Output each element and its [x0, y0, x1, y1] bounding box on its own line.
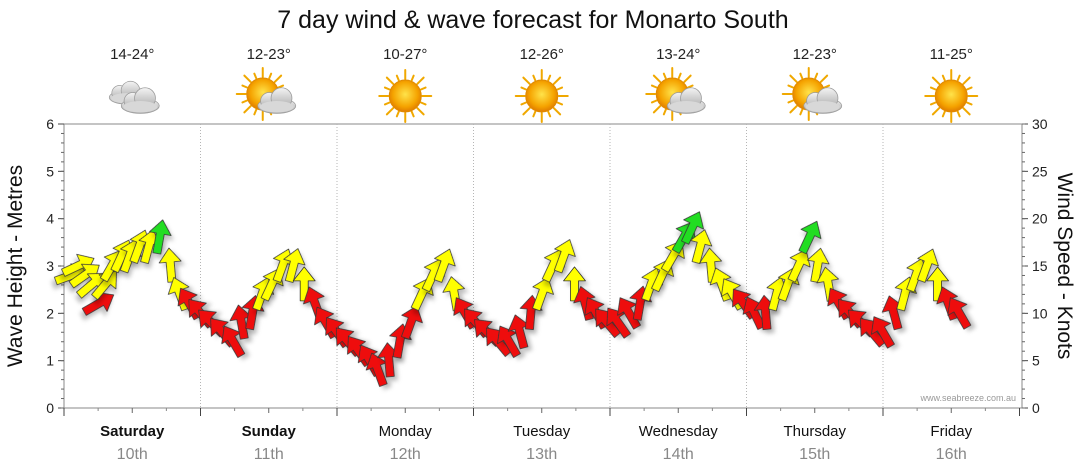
wind-arrow — [871, 316, 895, 349]
left-tick-label: 6 — [46, 116, 54, 132]
wind-arrow — [681, 211, 704, 245]
day-temp-range: 12-23° — [793, 46, 837, 63]
wind-arrow — [787, 249, 811, 283]
sun-cloud-icon — [645, 67, 706, 121]
day-temp-range: 12-23° — [247, 46, 291, 63]
day-date: 13th — [526, 446, 557, 463]
credit-text: www.seabreeze.com.au — [919, 393, 1016, 403]
right-tick-label: 0 — [1032, 400, 1040, 416]
day-date: 10th — [117, 446, 148, 463]
right-tick-label: 20 — [1032, 211, 1048, 227]
wind-arrow — [690, 229, 713, 264]
left-tick-label: 2 — [46, 305, 54, 321]
day-name: Saturday — [100, 423, 165, 440]
day-name: Monday — [379, 423, 433, 440]
day-date: 11th — [254, 446, 284, 463]
day-name: Thursday — [783, 423, 846, 440]
day-date: 14th — [663, 446, 694, 463]
sun-icon — [378, 69, 433, 123]
plot-area: 0 1 2 3 4 5 6 0 5 10 15 20 25 30 — [46, 116, 1048, 416]
wind-arrow — [798, 220, 822, 255]
wind-arrows — [53, 211, 972, 387]
y-axis-right-label: Wind Speed - Knots — [1053, 173, 1076, 360]
wind-arrow — [606, 307, 632, 339]
right-tick-label: 25 — [1032, 163, 1048, 179]
right-axis: 0 5 10 15 20 25 30 — [1022, 116, 1048, 416]
wind-arrow — [283, 248, 306, 283]
plot-frame — [63, 123, 1023, 409]
wind-arrow — [433, 248, 456, 283]
day-headers: 14-24° 12-23° 10-27° 12-26° 13-24° 12-23° 11-2… — [108, 46, 979, 123]
left-tick-label: 5 — [46, 163, 54, 179]
left-tick-label: 3 — [46, 258, 54, 274]
sun-cloud-icon — [235, 67, 297, 121]
wind-arrow — [158, 247, 182, 283]
day-date: 16th — [936, 446, 967, 463]
wind-arrow — [497, 325, 521, 358]
day-labels: Saturday 10th Sunday 11th Monday 12th Tuesday 1… — [63, 408, 1020, 463]
day-temp-range: 13-24° — [656, 46, 700, 63]
chart-title: 7 day wind & wave forecast for Monarto S… — [277, 6, 788, 34]
right-tick-label: 15 — [1032, 258, 1048, 274]
wind-arrow — [806, 247, 830, 283]
wind-arrow — [532, 277, 554, 312]
left-tick-label: 1 — [46, 353, 54, 369]
day-name: Wednesday — [639, 423, 718, 440]
right-tick-label: 30 — [1032, 116, 1048, 132]
y-axis-left-label: Wave Height - Metres — [4, 165, 27, 367]
wind-arrow — [91, 270, 117, 301]
left-tick-label: 0 — [46, 400, 54, 416]
sun-icon — [514, 69, 569, 123]
day-name: Tuesday — [513, 423, 570, 440]
sun-icon — [924, 69, 979, 123]
wind-arrow — [947, 297, 972, 330]
wind-arrow — [149, 219, 172, 255]
day-date: 15th — [799, 446, 830, 463]
wind-arrow — [553, 239, 576, 274]
day-date: 12th — [390, 446, 421, 463]
cloud-icon — [108, 80, 160, 114]
day-temp-range: 14-24° — [110, 46, 154, 63]
wind-arrow — [917, 248, 939, 283]
left-axis: 0 1 2 3 4 5 6 — [46, 116, 64, 416]
day-temp-range: 12-26° — [520, 46, 564, 63]
day-temp-range: 10-27° — [383, 46, 427, 63]
day-name: Sunday — [242, 423, 297, 440]
day-name: Friday — [930, 423, 972, 440]
gridlines — [200, 124, 884, 408]
right-tick-label: 10 — [1032, 305, 1048, 321]
left-tick-label: 4 — [46, 211, 54, 227]
sun-cloud-icon — [781, 67, 843, 121]
right-tick-label: 5 — [1032, 353, 1040, 369]
day-temp-range: 11-25° — [930, 46, 973, 63]
wind-arrow — [401, 305, 423, 340]
